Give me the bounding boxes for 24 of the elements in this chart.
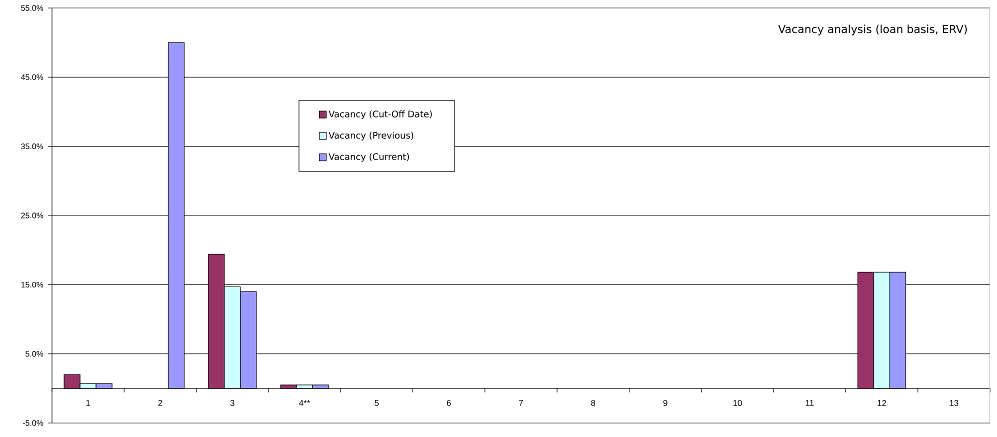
x-tick-label: 13: [950, 400, 958, 406]
legend-label: Vacancy (Current): [328, 153, 409, 162]
x-tick-label: 7: [519, 400, 523, 406]
x-tick-label: 1: [86, 400, 90, 406]
y-tick-label: 55.0%: [21, 5, 44, 11]
x-tick-label: 5: [374, 400, 379, 406]
x-tick-label: 10: [733, 400, 742, 406]
x-tick-label: 2: [158, 400, 162, 406]
x-tick-label: 12: [878, 400, 886, 406]
y-tick-label: 5.0%: [26, 351, 44, 357]
y-tick-label: 25.0%: [21, 212, 44, 218]
y-tick-label: -5.0%: [22, 420, 44, 426]
text: Vacancy analysis (loan basis, ERV): [778, 24, 967, 36]
legend-label: Vacancy (Previous): [328, 132, 414, 140]
y-tick-label: 45.0%: [20, 74, 44, 80]
x-tick-label: 4**: [299, 400, 310, 406]
x-tick-label: 11: [806, 400, 814, 406]
x-tick-label: 3: [230, 400, 234, 406]
y-tick-label: 15.0%: [21, 282, 44, 288]
x-tick-label: 6: [446, 400, 451, 406]
legend-label: Vacancy (Cut-Off Date): [328, 110, 432, 120]
x-tick-label: 9: [663, 400, 668, 406]
y-tick-label: 35.0%: [21, 144, 44, 150]
x-tick-label: 8: [591, 400, 596, 406]
